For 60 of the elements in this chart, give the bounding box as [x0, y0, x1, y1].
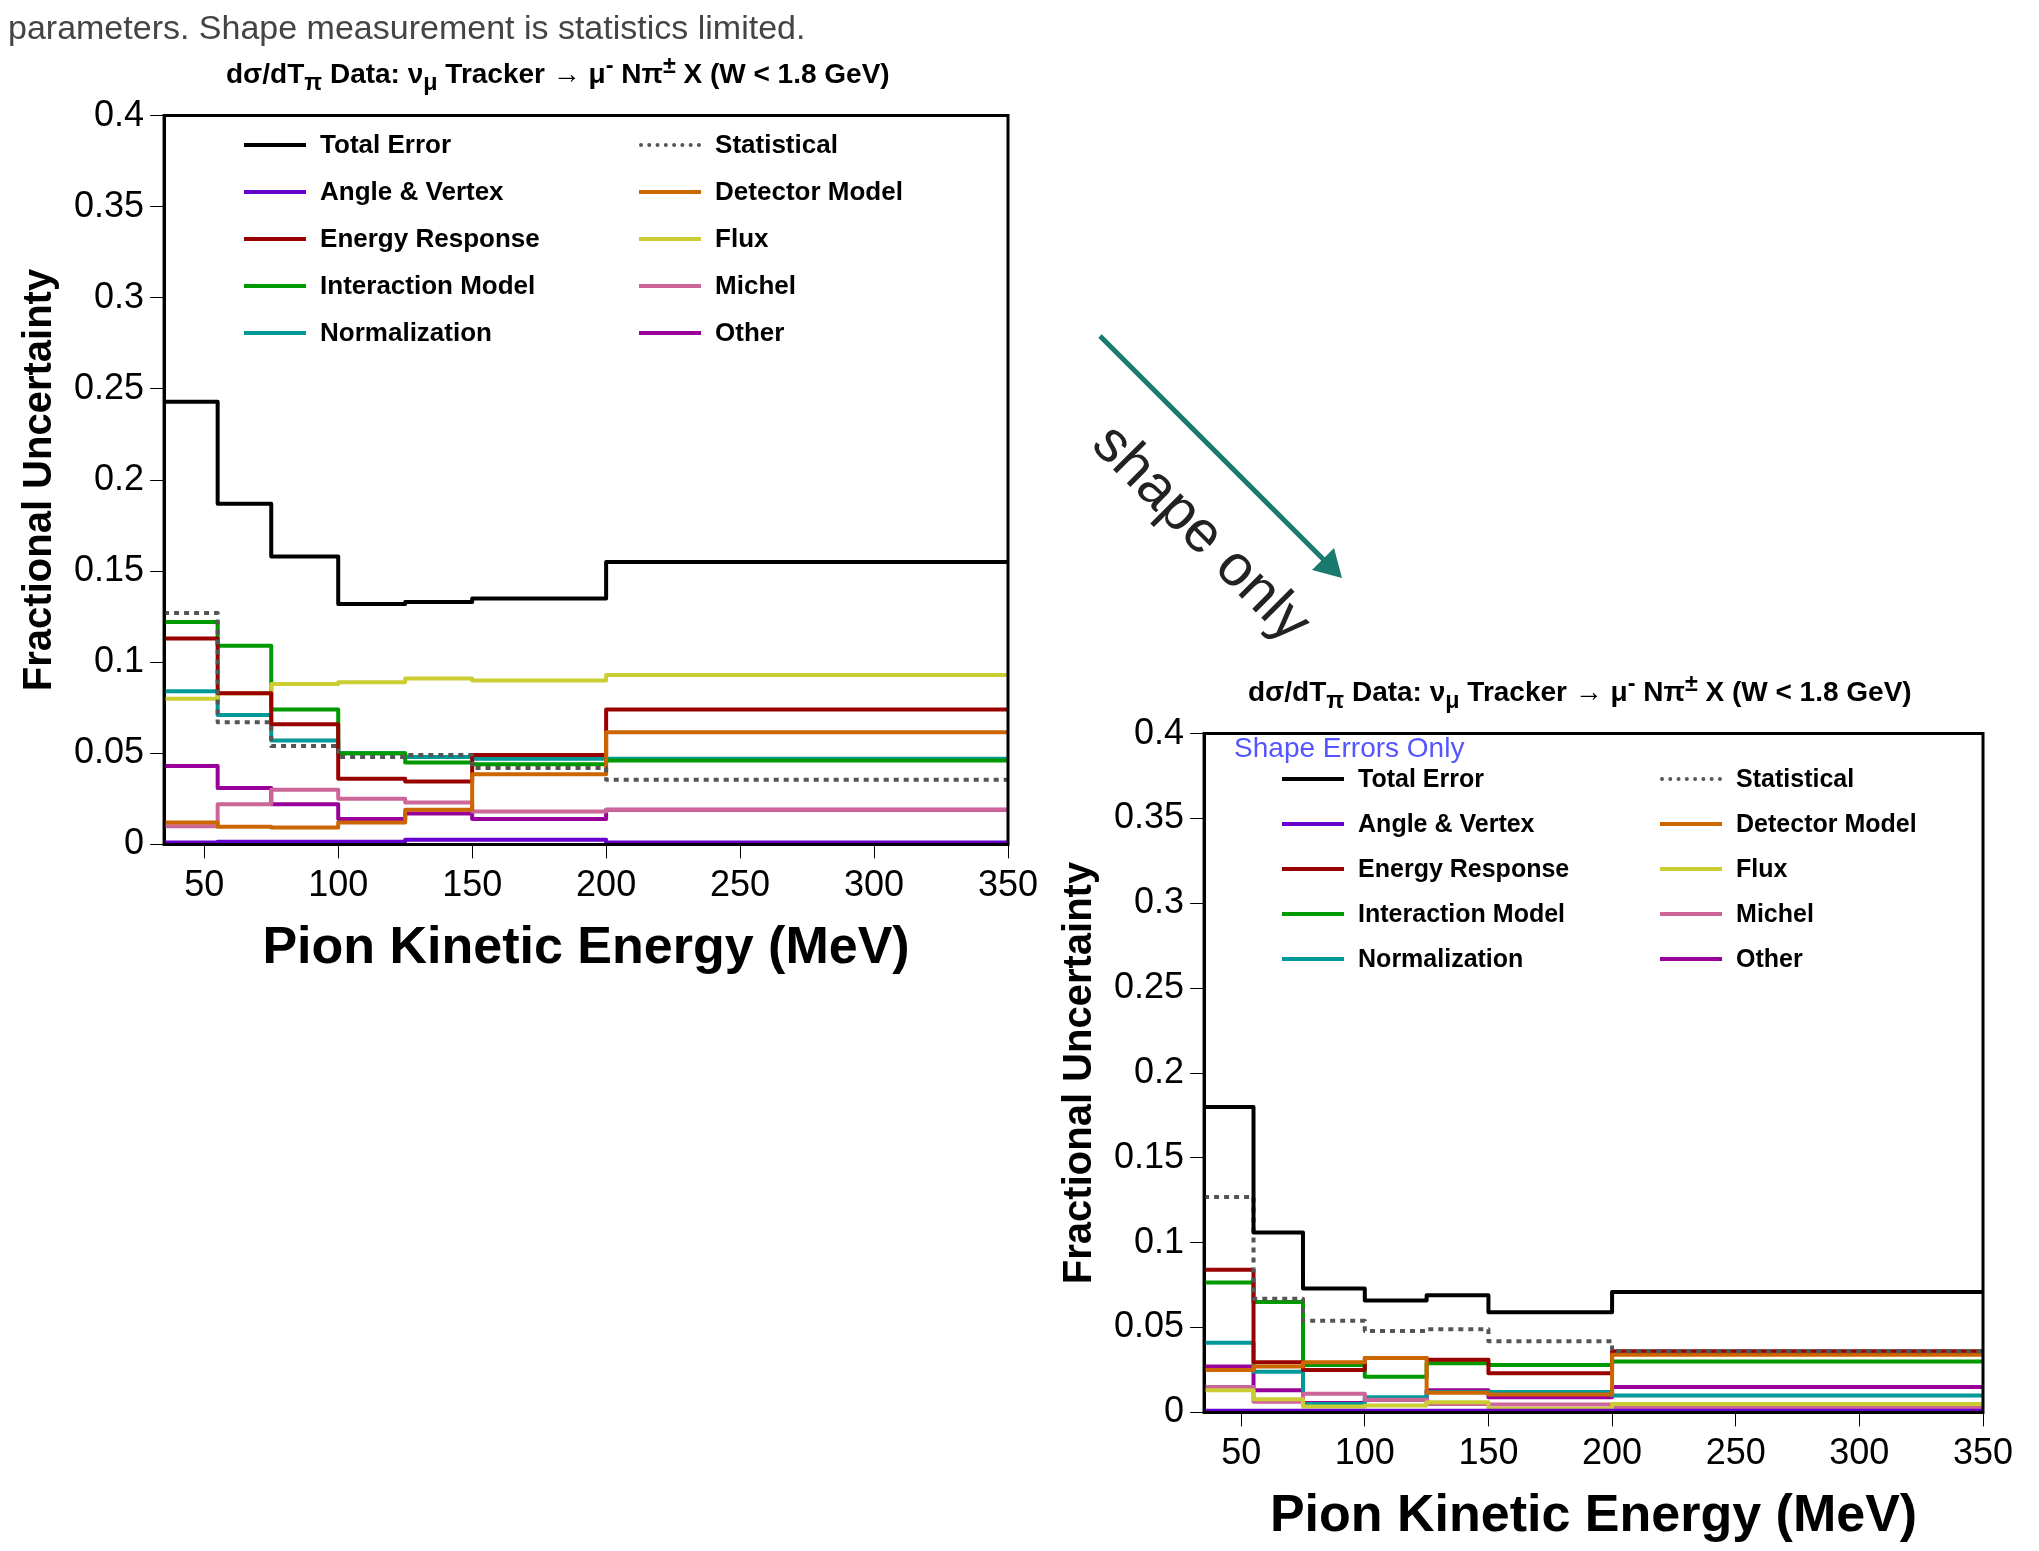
y-tick-label: 0.15 — [1113, 1134, 1185, 1176]
y-tick-label: 0 — [1164, 1389, 1185, 1431]
y-tick-label: 0.2 — [1134, 1049, 1185, 1091]
legend-label: Detector Model — [715, 176, 903, 208]
legend-label: Angle & Vertex — [320, 176, 504, 208]
legend-label: Michel — [715, 270, 796, 302]
x-tick-label: 50 — [1221, 1430, 1262, 1472]
legend-label: Detector Model — [1736, 809, 1917, 839]
x-tick-label: 200 — [576, 862, 637, 904]
y-tick-label: 0.35 — [1113, 795, 1185, 837]
y-tick-label: 0.25 — [73, 365, 145, 407]
y-axis-title: Fractional Uncertainty — [15, 268, 60, 692]
x-tick-label: 250 — [1705, 1430, 1766, 1472]
y-tick-label: 0.05 — [1113, 1304, 1185, 1346]
y-tick-label: 0.1 — [94, 639, 145, 681]
y-tick-label: 0.4 — [94, 92, 145, 134]
x-tick-label: 300 — [1829, 1430, 1890, 1472]
y-tick-label: 0.3 — [1134, 880, 1185, 922]
legend-label: Normalization — [1358, 944, 1524, 974]
x-tick-label: 350 — [1952, 1430, 2014, 1472]
x-axis-title: Pion Kinetic Energy (MeV) — [1269, 1484, 1918, 1543]
legend-label: Other — [1736, 944, 1803, 974]
chart-title: dσ/dT$_{π}$ Data: ν$_{μ}$ Tracker → μ$^{-}$ Nπ$^{±}$ X (W < 1.8 GeV) — [1248, 670, 1912, 713]
x-tick-label: 250 — [710, 862, 771, 904]
annotation: Shape Errors Only — [1234, 731, 1465, 764]
x-tick-label: 200 — [1582, 1430, 1643, 1472]
legend-label: Energy Response — [320, 223, 540, 255]
x-tick-label: 150 — [442, 862, 503, 904]
legend-label: Energy Response — [1358, 854, 1570, 884]
x-tick-label: 300 — [844, 862, 905, 904]
y-tick-label: 0.1 — [1134, 1219, 1185, 1261]
x-axis-title: Pion Kinetic Energy (MeV) — [262, 916, 910, 975]
legend-label: Total Error — [1358, 764, 1485, 794]
legend-label: Flux — [715, 223, 769, 255]
x-tick-label: 50 — [184, 862, 225, 904]
y-tick-label: 0.4 — [1134, 710, 1185, 752]
legend-label: Interaction Model — [320, 270, 536, 302]
legend-label: Normalization — [320, 317, 492, 349]
x-tick-label: 100 — [308, 862, 369, 904]
legend-label: Statistical — [715, 129, 838, 161]
y-tick-label: 0.25 — [1113, 965, 1185, 1007]
x-tick-label: 100 — [1334, 1430, 1395, 1472]
legend-label: Angle & Vertex — [1358, 809, 1535, 839]
legend-label: Flux — [1736, 854, 1788, 884]
legend-label: Total Error — [320, 129, 452, 161]
y-tick-label: 0.15 — [73, 548, 145, 590]
chart-title: dσ/dT$_{π}$ Data: ν$_{μ}$ Tracker → μ$^{-}$ Nπ$^{±}$ X (W < 1.8 GeV) — [226, 52, 890, 95]
y-tick-label: 0.35 — [73, 183, 145, 225]
legend-label: Statistical — [1736, 764, 1855, 794]
y-tick-label: 0.05 — [73, 730, 145, 772]
legend-label: Interaction Model — [1358, 899, 1566, 929]
y-axis-title: Fractional Uncertainty — [1055, 861, 1100, 1285]
x-tick-label: 150 — [1458, 1430, 1519, 1472]
y-tick-label: 0.3 — [94, 274, 145, 316]
text: parameters. Shape measurement is statistics limited. — [8, 8, 806, 47]
legend-label: Other — [715, 317, 785, 349]
y-tick-label: 0.2 — [94, 456, 145, 498]
legend-label: Michel — [1736, 899, 1814, 929]
y-tick-label: 0 — [124, 821, 145, 863]
x-tick-label: 350 — [977, 862, 1039, 904]
